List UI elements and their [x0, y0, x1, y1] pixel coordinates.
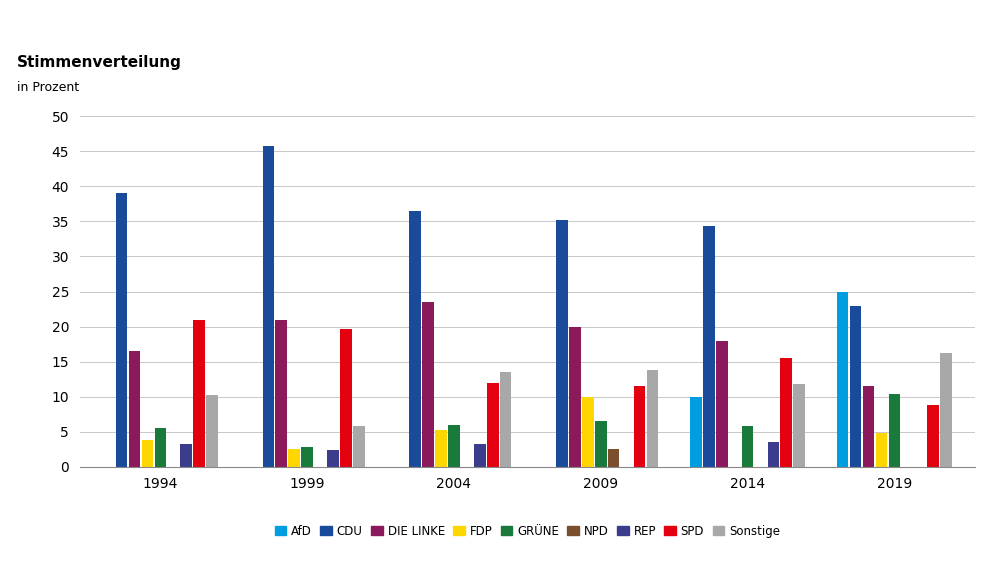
Bar [607, 449, 619, 467]
Bar [275, 320, 287, 467]
Bar [327, 451, 338, 467]
Bar [141, 440, 153, 467]
Bar [633, 386, 645, 467]
Bar [690, 397, 701, 467]
Bar [939, 353, 951, 467]
Bar [409, 211, 420, 467]
Bar [779, 358, 791, 467]
Bar [862, 386, 874, 467]
Bar [569, 327, 580, 467]
Bar [646, 370, 658, 467]
Bar [353, 426, 364, 467]
Bar [340, 329, 351, 467]
Bar [193, 320, 205, 467]
Bar [594, 421, 606, 467]
Bar [875, 433, 887, 467]
Bar [434, 430, 446, 467]
Bar [154, 428, 166, 467]
Bar [926, 405, 938, 467]
Bar [115, 193, 127, 467]
Bar [180, 444, 192, 467]
Bar [473, 444, 485, 467]
Bar [288, 449, 300, 467]
Bar [849, 306, 861, 467]
Bar [836, 291, 848, 467]
Bar [766, 442, 778, 467]
Legend: AfD, CDU, DIE LINKE, FDP, GRÜNE, NPD, REP, SPD, Sonstige: AfD, CDU, DIE LINKE, FDP, GRÜNE, NPD, RE… [269, 520, 784, 542]
Bar [206, 395, 218, 467]
Bar [486, 382, 498, 467]
Bar [703, 226, 714, 467]
Bar [499, 372, 511, 467]
Bar [581, 397, 593, 467]
Bar [792, 384, 804, 467]
Bar [888, 394, 900, 467]
Bar [447, 424, 459, 467]
Bar [556, 220, 568, 467]
Bar [262, 146, 274, 467]
Bar [128, 351, 140, 467]
Bar [301, 447, 313, 467]
Text: Stimmenverteilung: Stimmenverteilung [17, 55, 182, 70]
Bar [741, 426, 752, 467]
Bar [716, 340, 727, 467]
Bar [421, 302, 433, 467]
Text: in Prozent: in Prozent [17, 81, 79, 93]
